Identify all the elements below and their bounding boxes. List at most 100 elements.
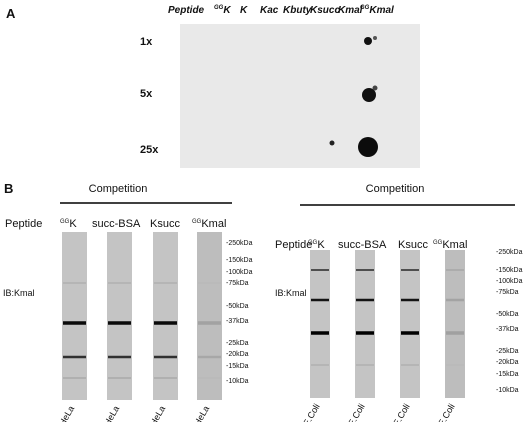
competition-header: Competition xyxy=(366,183,425,195)
band xyxy=(401,298,419,302)
lane-strip xyxy=(197,232,222,400)
marker-label: -10kDa xyxy=(496,387,519,394)
sample-label: E.Coli xyxy=(391,402,412,422)
peptide-label: GGKmal xyxy=(433,239,467,251)
antibody-label: IB:Kmal xyxy=(275,288,307,298)
band xyxy=(446,331,464,335)
marker-label: -50kDa xyxy=(496,311,519,318)
superscript: GG xyxy=(214,5,224,11)
marker-label: -50kDa xyxy=(226,303,249,310)
peptide-label: Ksucc xyxy=(310,5,340,16)
band xyxy=(108,355,131,359)
panel-label: B xyxy=(4,181,13,196)
peptide-label: Kac xyxy=(260,5,279,16)
peptide-name: Ksucc xyxy=(150,218,180,230)
band xyxy=(311,269,329,271)
lane-strip xyxy=(445,250,465,398)
peptide-name: Ksucc xyxy=(398,239,428,251)
marker-label: -250kDa xyxy=(226,240,253,247)
superscript: GG xyxy=(433,240,443,246)
band xyxy=(356,331,374,335)
band xyxy=(63,282,86,284)
sample-label: HeLa xyxy=(102,404,121,422)
band xyxy=(356,298,374,302)
band xyxy=(108,282,131,284)
peptide-name: Kac xyxy=(260,5,279,16)
row-label: 25x xyxy=(140,144,159,156)
peptide-name: K xyxy=(223,5,231,16)
peptide-name: K xyxy=(317,239,325,251)
band xyxy=(311,298,329,302)
band xyxy=(446,298,464,302)
peptide-name: Kbuty xyxy=(283,5,312,16)
band xyxy=(198,378,221,379)
peptide-name: succ-BSA xyxy=(338,239,387,251)
superscript: GG xyxy=(360,5,370,11)
marker-label: -25kDa xyxy=(496,348,519,355)
marker-label: -25kDa xyxy=(226,340,249,347)
peptide-label: GGKmal xyxy=(360,5,394,16)
band xyxy=(154,282,177,284)
sample-label: HeLa xyxy=(148,404,167,422)
competition-header: Competition xyxy=(89,183,148,195)
superscript: GG xyxy=(308,240,318,246)
marker-label: -100kDa xyxy=(226,269,253,276)
peptide-label: GGK xyxy=(308,239,325,251)
band xyxy=(108,321,131,325)
band xyxy=(401,269,419,271)
peptide-label: Ksucc xyxy=(398,239,428,251)
marker-label: -150kDa xyxy=(496,267,523,274)
marker-label: -20kDa xyxy=(226,351,249,358)
band xyxy=(446,269,464,271)
lane-strip xyxy=(310,250,330,398)
band xyxy=(108,377,131,379)
lane-strip xyxy=(400,250,420,398)
band xyxy=(356,269,374,271)
dot xyxy=(329,140,335,146)
peptide-label: GGKmal xyxy=(192,218,226,230)
panel-label: A xyxy=(6,6,16,21)
band xyxy=(154,355,177,359)
marker-label: -20kDa xyxy=(496,359,519,366)
dot xyxy=(364,37,372,45)
peptide-label: Kmal xyxy=(338,5,363,16)
dot-blot-membrane xyxy=(180,24,420,168)
band xyxy=(311,364,329,366)
peptide-name: succ-BSA xyxy=(92,218,141,230)
marker-label: -37kDa xyxy=(496,326,519,333)
sample-label: HeLa xyxy=(57,404,76,422)
band xyxy=(63,377,86,379)
peptide-name: Kmal xyxy=(442,239,467,251)
marker-label: -15kDa xyxy=(496,371,519,378)
band xyxy=(154,321,177,325)
peptide-label: GGK xyxy=(214,5,231,16)
antibody-label: IB:Kmal xyxy=(3,288,35,298)
superscript: GG xyxy=(192,219,202,225)
peptide-header: Peptide xyxy=(275,239,312,251)
peptide-name: Kmal xyxy=(201,218,226,230)
marker-label: -250kDa xyxy=(496,249,523,256)
peptide-label: Kbuty xyxy=(283,5,312,16)
peptide-name: K xyxy=(69,218,77,230)
sample-label: HeLa xyxy=(192,404,211,422)
dot xyxy=(362,88,376,102)
peptide-label: succ-BSA xyxy=(92,218,141,230)
row-label: 5x xyxy=(140,88,153,100)
dot xyxy=(373,36,377,40)
peptide-name: K xyxy=(240,5,248,16)
peptide-label: Ksucc xyxy=(150,218,180,230)
marker-label: -75kDa xyxy=(226,280,249,287)
peptide-label: K xyxy=(240,5,248,16)
sample-label: E.Coli xyxy=(436,402,457,422)
marker-label: -15kDa xyxy=(226,363,249,370)
superscript: GG xyxy=(60,219,70,225)
marker-label: -150kDa xyxy=(226,257,253,264)
band xyxy=(63,321,86,325)
marker-label: -75kDa xyxy=(496,289,519,296)
lane-strip xyxy=(107,232,132,400)
band xyxy=(198,283,221,284)
marker-label: -100kDa xyxy=(496,278,523,285)
sample-label: E.Coli xyxy=(346,402,367,422)
lane-strip xyxy=(62,232,87,400)
